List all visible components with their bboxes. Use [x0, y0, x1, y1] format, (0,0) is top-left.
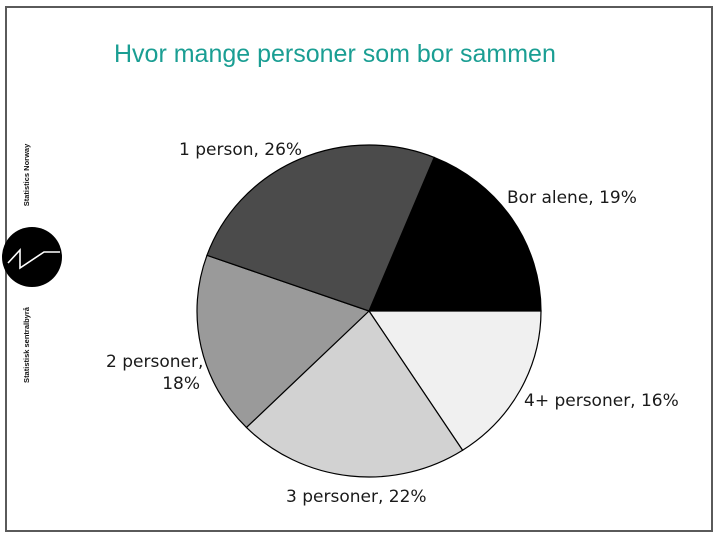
pie-slice-3	[196, 254, 371, 429]
logo-circle-icon	[2, 227, 62, 287]
pie-slice-0	[368, 156, 542, 312]
logo-text-top: Statistics Norway	[22, 143, 31, 206]
pie-slice-1	[367, 310, 542, 452]
logo-zigzag-icon	[7, 247, 60, 270]
label-2-personer-line2: 18%	[162, 374, 200, 394]
logo-text-bottom: Statistisk sentralbyrå	[22, 306, 31, 383]
label-2-personer: 2 personer, 18%	[106, 351, 204, 395]
chart-title: Hvor mange personer som bor sammen	[114, 40, 556, 68]
pie-slice-4	[206, 144, 435, 312]
label-1-person: 1 person, 26%	[179, 140, 303, 160]
label-4-personer: 4+ personer, 16%	[524, 391, 679, 411]
pie-slice-2	[245, 310, 464, 478]
label-3-personer: 3 personer, 22%	[286, 487, 427, 507]
label-2-personer-line1: 2 personer,	[106, 352, 204, 372]
label-bor-alene: Bor alene, 19%	[507, 188, 637, 208]
